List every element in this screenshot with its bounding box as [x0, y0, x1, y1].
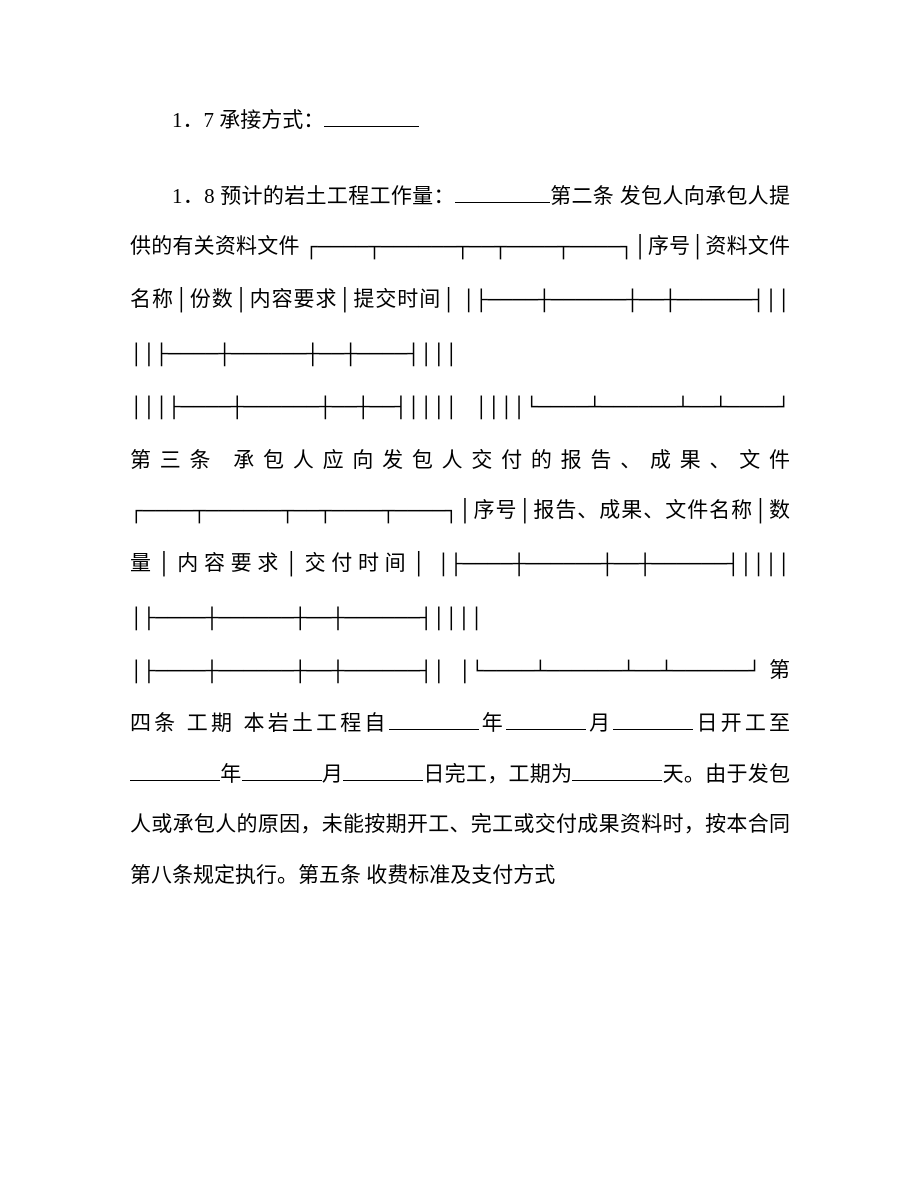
blank-year-2[interactable] [130, 760, 220, 781]
table-2-row: │├────┼──────┼──┼──────┤││││ [437, 554, 790, 577]
label-day-end: 日完工，工期为 [423, 762, 572, 786]
table-2-row: │├────┼──────┼──┼──────┤││││ [130, 608, 483, 631]
table-1-bottom-border: ││││└────┴──────┴──┴────┘ [475, 397, 790, 420]
label-year: 年 [479, 711, 506, 735]
blank-duration[interactable] [572, 760, 662, 781]
blank-field[interactable] [324, 106, 419, 127]
table-1-row: ││├────┼──────┼──┼────┤│││ [130, 344, 458, 367]
blank-year-1[interactable] [389, 709, 479, 730]
blank-month-1[interactable] [506, 709, 586, 730]
table-1-row: │├────┼──────┼──┼──────┤││ [462, 290, 790, 313]
clause-3-title: 第三条 承包人应向发包人交付的报告、成果、文件 [130, 448, 790, 472]
document-body: 1．7 承接方式： 1．8 预计的岩土工程工作量：第二条 发包人向承包人提供的有… [130, 95, 790, 900]
table-2-row: │├────┼──────┼──┼──────┤│ [130, 661, 445, 684]
table-1-top-border: ┌────┬──────┬──┬────┬────┐ [305, 237, 633, 260]
table-2-bottom-border: │└────┴──────┴──┴──────┘ [458, 661, 760, 684]
blank-month-2[interactable] [242, 760, 322, 781]
clause-1-7: 1．7 承接方式： [130, 95, 790, 145]
label-year-2: 年 [220, 762, 242, 786]
table-1-row: │││├────┼──────┼──┼──┤││││ [130, 397, 458, 420]
blank-field[interactable] [455, 182, 550, 203]
blank-day-1[interactable] [613, 709, 693, 730]
clause-1-7-label: 1．7 承接方式： [172, 108, 324, 132]
table-2-top-border: ┌────┬──────┬──┬────┬────┐ [130, 501, 458, 524]
clause-1-8-label: 1．8 预计的岩土工程工作量： [172, 184, 455, 208]
label-month: 月 [586, 711, 613, 735]
label-day-start: 日开工至 [693, 711, 790, 735]
label-month-2: 月 [322, 762, 344, 786]
main-flow: 1．8 预计的岩土工程工作量：第二条 发包人向承包人提供的有关资料文件 ┌───… [130, 171, 790, 900]
blank-day-2[interactable] [343, 760, 423, 781]
